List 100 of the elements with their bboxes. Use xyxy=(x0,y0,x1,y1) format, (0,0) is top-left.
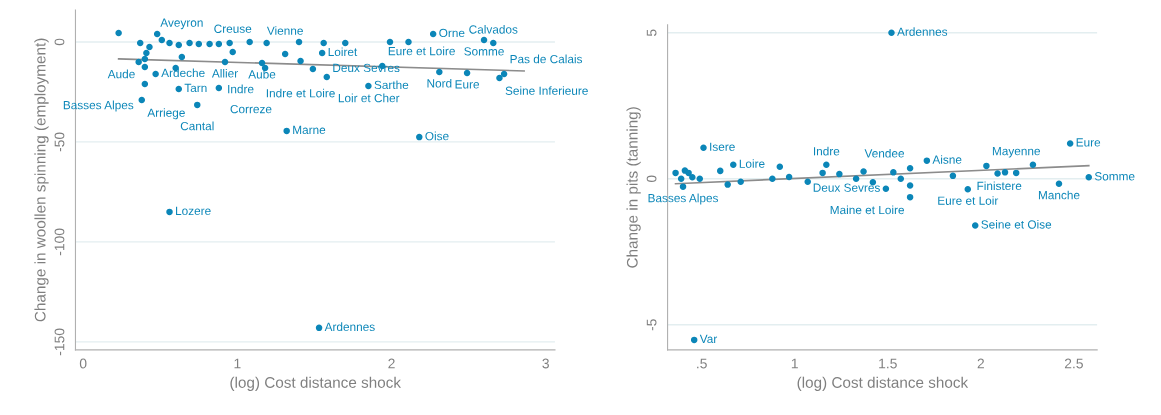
annotation: Manche xyxy=(1038,190,1080,200)
point xyxy=(819,169,826,177)
annotation: Oise xyxy=(425,131,449,141)
y-tick-label: 0 xyxy=(54,38,65,46)
point xyxy=(700,144,707,152)
annotation: Nord xyxy=(427,78,452,88)
annotation: Isere xyxy=(710,142,735,151)
point xyxy=(178,53,186,61)
point xyxy=(679,183,687,190)
x-tick-label: 2 xyxy=(388,358,395,369)
point xyxy=(737,178,744,185)
point xyxy=(297,57,304,65)
point xyxy=(166,39,173,47)
y-tick-label: -5 xyxy=(646,319,657,331)
point xyxy=(229,48,236,56)
point xyxy=(194,101,201,109)
point xyxy=(696,175,704,183)
point xyxy=(836,170,843,178)
point xyxy=(295,38,303,46)
point xyxy=(315,324,323,332)
point xyxy=(1066,140,1074,147)
point xyxy=(342,39,349,47)
point xyxy=(136,39,144,47)
point xyxy=(416,133,423,141)
point xyxy=(730,161,737,168)
point xyxy=(258,59,266,67)
point xyxy=(318,49,326,57)
point xyxy=(323,73,331,81)
point xyxy=(206,40,213,48)
point xyxy=(964,186,972,193)
annotation: Marne xyxy=(293,125,326,135)
point xyxy=(1001,169,1009,176)
x-tick-label: 2.5 xyxy=(1064,358,1083,369)
x-tick-label: 1 xyxy=(234,358,241,369)
point xyxy=(724,181,731,188)
x-tick-label: 1 xyxy=(791,358,798,369)
y-axis-title: Change in woollen spinning (employment) xyxy=(34,38,49,322)
point xyxy=(152,70,159,78)
point xyxy=(195,40,203,48)
annotation: Eure et Loire xyxy=(388,46,455,56)
annotation: Tarn xyxy=(184,83,207,93)
annotation: Maine et Loire xyxy=(830,205,905,215)
annotation: Creuse xyxy=(214,24,252,33)
point xyxy=(906,193,914,201)
point xyxy=(263,39,270,47)
annotation: Pas de Calais xyxy=(510,54,583,64)
annotation: Aube xyxy=(248,69,276,79)
point xyxy=(146,43,153,51)
point xyxy=(882,185,890,192)
point xyxy=(1055,180,1063,187)
point xyxy=(1012,169,1020,177)
point xyxy=(897,175,905,183)
y-axis-title: Change in pits (tanning) xyxy=(626,107,641,268)
point xyxy=(677,175,685,183)
y-tick-label: -100 xyxy=(54,228,65,256)
annotation: Correze xyxy=(230,104,272,114)
point xyxy=(1029,161,1037,168)
y-tick-label: 0 xyxy=(646,175,657,183)
annotation: Seine Inferieure xyxy=(505,86,588,95)
point xyxy=(158,36,166,44)
point xyxy=(689,174,696,181)
point xyxy=(994,170,1001,177)
point xyxy=(685,169,692,177)
point xyxy=(480,36,488,44)
x-tick-label: 0 xyxy=(79,358,87,369)
point xyxy=(823,161,830,168)
annotation: Cantal xyxy=(180,121,214,131)
point xyxy=(436,68,443,76)
point xyxy=(166,208,173,216)
y-tick-label: 5 xyxy=(646,29,657,37)
point xyxy=(153,30,161,38)
point xyxy=(215,84,223,92)
annotation: Aude xyxy=(107,69,135,79)
point xyxy=(215,40,223,48)
annotation: Allier xyxy=(211,68,238,78)
point xyxy=(141,55,149,63)
point xyxy=(906,164,914,172)
y-tick-label: -150 xyxy=(54,328,65,356)
point xyxy=(776,163,784,171)
point xyxy=(804,178,811,185)
point xyxy=(672,169,679,177)
annotation: Vendee xyxy=(864,148,905,158)
point xyxy=(1085,174,1093,181)
point xyxy=(769,175,776,183)
annotation: Eure xyxy=(455,80,480,89)
annotation: Somme xyxy=(464,47,504,56)
x-axis-title: (log) Cost distance shock xyxy=(230,376,401,391)
point xyxy=(281,50,289,58)
annotation: Seine et Oise xyxy=(981,219,1052,229)
annotation: Loire xyxy=(739,159,765,168)
point xyxy=(138,96,146,104)
annotation: Arriege xyxy=(147,108,185,120)
point xyxy=(852,175,860,183)
annotation: Indre et Loire xyxy=(266,88,335,98)
annotation: Ardennes xyxy=(897,27,948,36)
point xyxy=(320,39,327,47)
annotation: Somme xyxy=(1094,172,1135,181)
annotation: Var xyxy=(699,334,718,344)
point xyxy=(906,182,914,189)
annotation: Loiret xyxy=(328,47,358,57)
